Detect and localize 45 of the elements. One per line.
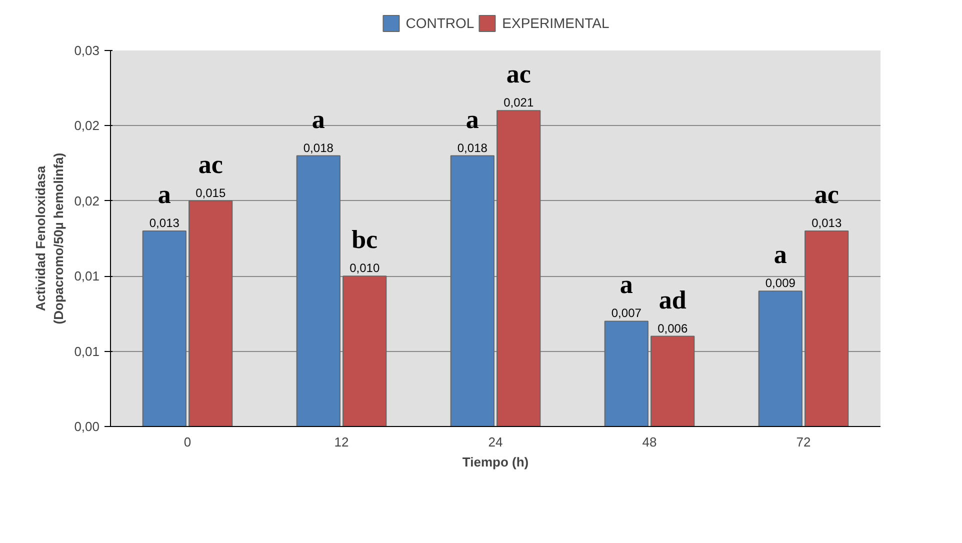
data-label: 0,013 [149, 216, 180, 230]
annotation: bc [352, 225, 378, 254]
annotation: ac [506, 60, 531, 89]
x-tick-label: 48 [642, 434, 657, 450]
annotation: ac [198, 150, 223, 179]
y-tick-label: 0,01 [74, 268, 100, 284]
x-tick-label: 24 [488, 434, 503, 450]
bar [604, 320, 648, 426]
data-label: 0,006 [658, 321, 688, 336]
bar [650, 336, 695, 426]
x-tick-label: 12 [334, 434, 349, 450]
y-axis-title: Actividad Fenoloxidasa (Dopacromo/50µ hemolinfa) [33, 152, 66, 324]
bar [188, 200, 233, 426]
y-tick-label: 0,02 [74, 193, 100, 208]
annotation: ad [658, 285, 687, 314]
bar [142, 230, 186, 426]
y-tick-label: 0,03 [74, 43, 100, 58]
x-tick-label: 0 [184, 434, 192, 450]
bar [804, 230, 849, 426]
legend-label: CONTROL [406, 15, 474, 31]
data-label: 0,013 [812, 216, 842, 230]
data-label: 0,015 [196, 186, 226, 200]
data-label: 0,007 [611, 306, 642, 320]
annotation: a [312, 104, 325, 134]
x-axis-title: Tiempo (h) [462, 454, 529, 470]
data-label: 0,010 [350, 261, 380, 276]
annotation: a [466, 104, 479, 134]
annotation: ac [814, 180, 839, 209]
annotation: a [158, 180, 171, 209]
annotation: a [620, 270, 633, 300]
y-tick-label: 0,00 [74, 419, 100, 434]
legend-label: EXPERIMENTAL [502, 15, 610, 31]
data-label: 0,018 [457, 140, 488, 155]
bar [496, 110, 541, 426]
bar [758, 290, 802, 426]
bar [450, 155, 494, 426]
data-label: 0,021 [504, 96, 534, 110]
x-tick-label: 72 [796, 434, 811, 450]
bar [342, 276, 387, 426]
y-tick-label: 0,02 [74, 118, 100, 134]
annotation: a [774, 240, 787, 270]
y-tick-label: 0,01 [74, 344, 100, 359]
bar [296, 155, 340, 426]
data-label: 0,018 [303, 140, 334, 155]
data-label: 0,009 [765, 276, 796, 290]
